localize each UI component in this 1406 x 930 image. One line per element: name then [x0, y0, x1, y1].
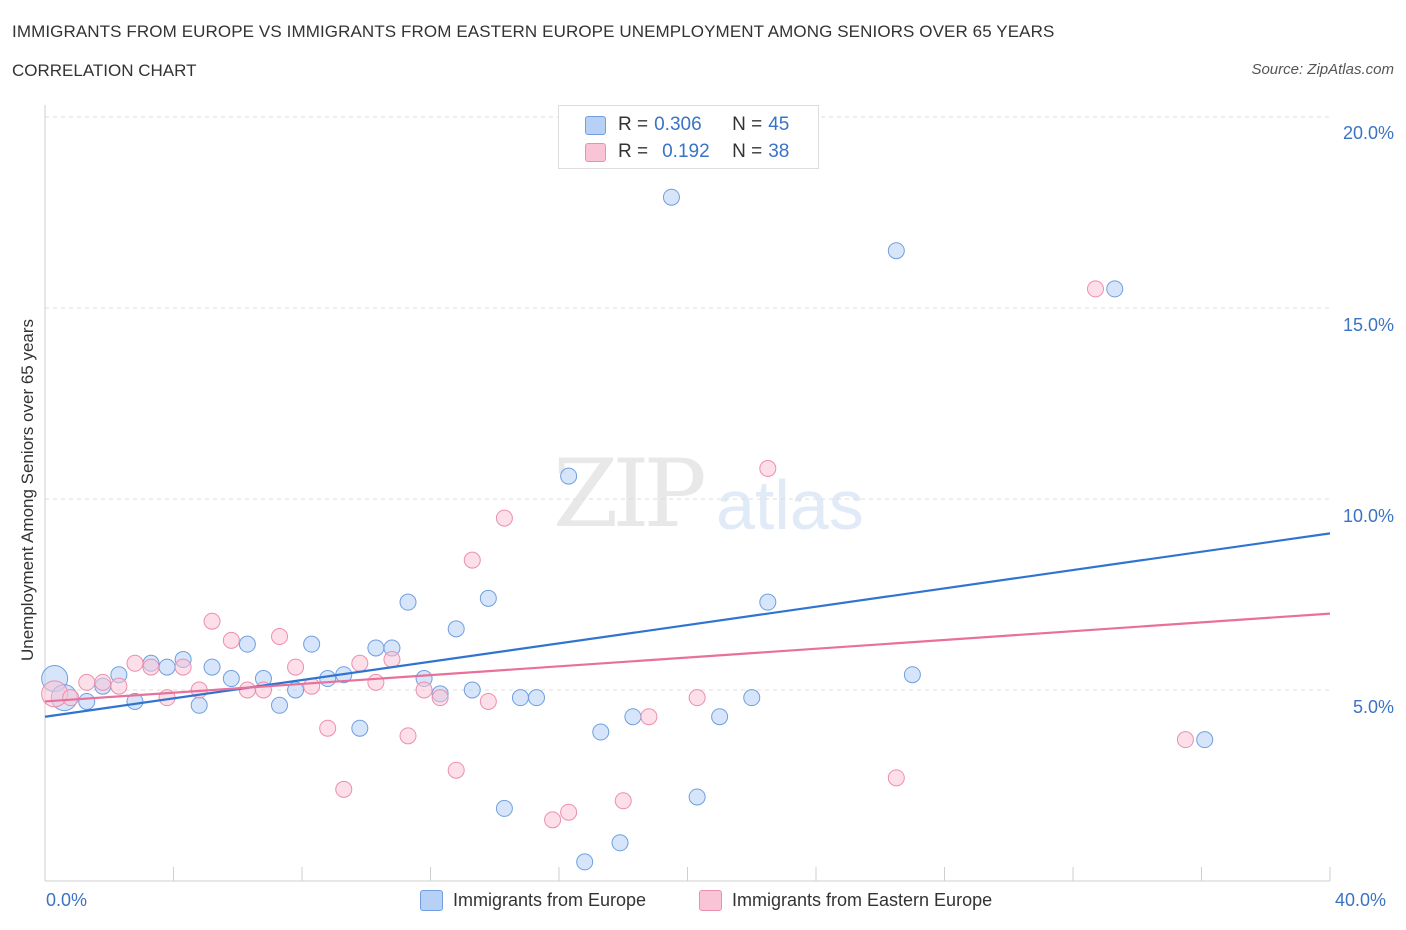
point-europe [463, 681, 481, 699]
y-tick-label: 5.0% [1352, 697, 1394, 717]
point-europe [479, 589, 497, 607]
point-eastern-europe [62, 689, 80, 707]
point-eastern-europe [447, 761, 465, 779]
point-europe [319, 670, 337, 688]
point-eastern-europe [431, 689, 449, 707]
chart-subtitle: CORRELATION CHART [12, 61, 197, 80]
point-europe [576, 853, 594, 871]
point-europe [560, 467, 578, 485]
bottom-legend-label: Immigrants from Europe [453, 890, 647, 910]
point-eastern-europe [351, 654, 369, 672]
watermark-atlas: atlas [716, 466, 864, 544]
point-eastern-europe [544, 811, 562, 829]
point-eastern-europe [1176, 731, 1194, 749]
point-europe [592, 723, 610, 741]
point-eastern-europe [110, 677, 128, 695]
point-eastern-europe [1086, 280, 1104, 298]
point-europe [399, 593, 417, 611]
point-eastern-europe [640, 708, 658, 726]
bottom-legend-europe: Immigrants from Europe [420, 890, 646, 911]
legend-n-value: 45 [768, 114, 790, 135]
point-europe [662, 188, 680, 206]
chart-title: IMMIGRANTS FROM EUROPE VS IMMIGRANTS FRO… [12, 22, 1055, 41]
legend-n-label: N = [732, 141, 763, 162]
point-eastern-europe [759, 459, 777, 477]
y-axis-label: Unemployment Among Seniors over 65 years [18, 318, 37, 662]
legend-row-eastern-europe: R = 0.192 N = 38 [585, 140, 789, 164]
point-eastern-europe [415, 681, 433, 699]
trend-line-eastern-europe [44, 612, 1331, 703]
source-label: Source: ZipAtlas.com [1251, 61, 1394, 78]
watermark-zip: ZIP [553, 440, 707, 549]
point-europe [190, 696, 208, 714]
point-europe [158, 658, 176, 676]
point-europe [759, 593, 777, 611]
point-eastern-europe [383, 650, 401, 668]
legend-n-value: 38 [768, 141, 790, 162]
point-europe [511, 689, 529, 707]
legend-r-value: 0.192 [662, 141, 710, 162]
point-eastern-europe [126, 654, 144, 672]
point-europe [222, 670, 240, 688]
point-europe [887, 242, 905, 260]
point-eastern-europe [94, 673, 112, 691]
point-europe [528, 689, 546, 707]
point-europe [495, 799, 513, 817]
point-europe [303, 635, 321, 653]
point-europe [743, 689, 761, 707]
point-eastern-europe [495, 509, 513, 527]
point-eastern-europe [887, 769, 905, 787]
point-eastern-europe [238, 681, 256, 699]
bottom-legend-label: Immigrants from Eastern Europe [732, 890, 993, 910]
y-tick-label: 10.0% [1342, 506, 1394, 526]
point-eastern-europe [78, 673, 96, 691]
blue-swatch-icon [420, 890, 443, 911]
legend-r-label: R = [618, 114, 649, 135]
pink-swatch-icon [699, 890, 722, 911]
point-europe [447, 620, 465, 638]
point-eastern-europe [174, 658, 192, 676]
legend-row-europe: R = 0.306 N = 45 [585, 113, 789, 137]
point-europe [611, 834, 629, 852]
point-eastern-europe [319, 719, 337, 737]
point-europe [1106, 280, 1124, 298]
point-europe [688, 788, 706, 806]
legend-r-label: R = [618, 141, 649, 162]
point-europe [1196, 731, 1214, 749]
point-eastern-europe [203, 612, 221, 630]
point-eastern-europe [271, 628, 289, 646]
point-eastern-europe [479, 692, 497, 710]
point-europe [238, 635, 256, 653]
y-tick-label: 20.0% [1342, 123, 1394, 143]
point-eastern-europe [142, 658, 160, 676]
point-eastern-europe [399, 727, 417, 745]
point-eastern-europe [222, 631, 240, 649]
point-europe [271, 696, 289, 714]
x-tick-label-max: 40.0% [1335, 890, 1387, 910]
x-tick-label-min: 0.0% [46, 890, 88, 910]
point-europe [78, 692, 96, 710]
point-europe [203, 658, 221, 676]
point-eastern-europe [335, 780, 353, 798]
legend-r-value: 0.306 [654, 114, 702, 135]
point-eastern-europe [367, 673, 385, 691]
point-europe [711, 708, 729, 726]
point-europe [903, 666, 921, 684]
point-eastern-europe [463, 551, 481, 569]
stats-legend: R = 0.306 N = 45 R = 0.192 N = 38 [558, 105, 819, 169]
point-eastern-europe [287, 658, 305, 676]
point-europe [367, 639, 385, 657]
blue-swatch-icon [585, 115, 606, 135]
point-europe [624, 708, 642, 726]
point-eastern-europe [560, 803, 578, 821]
legend-n-label: N = [732, 114, 763, 135]
bottom-legend-eastern-europe: Immigrants from Eastern Europe [699, 890, 992, 911]
point-eastern-europe [614, 792, 632, 810]
pink-swatch-icon [585, 142, 606, 162]
y-tick-label: 15.0% [1342, 315, 1394, 335]
point-europe [351, 719, 369, 737]
point-eastern-europe [688, 689, 706, 707]
